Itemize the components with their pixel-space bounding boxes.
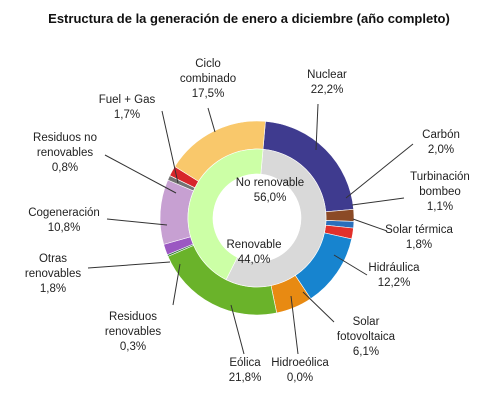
label-fuel-gas: Fuel + Gas 1,7% xyxy=(99,94,156,121)
inner-label-renovable: Renovable 44,0% xyxy=(227,239,282,266)
label-cogeneracion-leader xyxy=(106,218,168,226)
label-ciclo-combinado: Ciclo combinado 17,5% xyxy=(180,58,236,100)
label-otras-renovables: Otras renovables 1,8% xyxy=(25,253,82,295)
label-cogeneracion: Cogeneración 10,8% xyxy=(28,207,100,234)
label-fuel-gas-leader xyxy=(161,110,179,184)
label-carbon: Carbón 2,0% xyxy=(422,129,460,156)
label-solar-termica: Solar térmica 1,8% xyxy=(385,224,453,251)
label-nuclear-leader xyxy=(315,103,319,151)
label-hidroeolica: Hidroeólica 0,0% xyxy=(271,357,329,384)
label-eolica: Eólica 21,8% xyxy=(229,357,262,384)
donut-hole xyxy=(213,174,301,262)
label-solar-fotovoltaica-leader xyxy=(302,291,335,323)
label-residuos-no-renovables: Residuos no renovables 0,8% xyxy=(33,132,97,174)
label-residuos-no-renovables-leader xyxy=(104,154,177,194)
label-turbinacion-bombeo: Turbinación bombeo 1,1% xyxy=(410,171,470,213)
label-solar-termica-leader xyxy=(352,218,388,232)
label-solar-fotovoltaica: Solar fotovoltaica 6,1% xyxy=(337,316,396,358)
label-eolica-leader xyxy=(230,304,245,355)
label-turbinacion-bombeo-leader xyxy=(351,197,405,206)
label-residuos-renovables-leader xyxy=(172,263,181,306)
label-residuos-renovables: Residuos renovables 0,3% xyxy=(105,311,162,353)
inner-label-no-renovable: No renovable 56,0% xyxy=(236,177,304,204)
label-carbon-leader xyxy=(345,143,414,199)
label-otras-renovables-leader xyxy=(87,261,171,269)
label-hidraulica: Hidráulica 12,2% xyxy=(368,262,420,289)
chart-title: Estructura de la generación de enero a d… xyxy=(48,11,450,26)
label-hidraulica-leader xyxy=(333,254,368,276)
label-hidroeolica-leader xyxy=(290,295,299,355)
label-ciclo-combinado-leader xyxy=(207,107,216,133)
label-nuclear: Nuclear 22,2% xyxy=(307,69,347,96)
